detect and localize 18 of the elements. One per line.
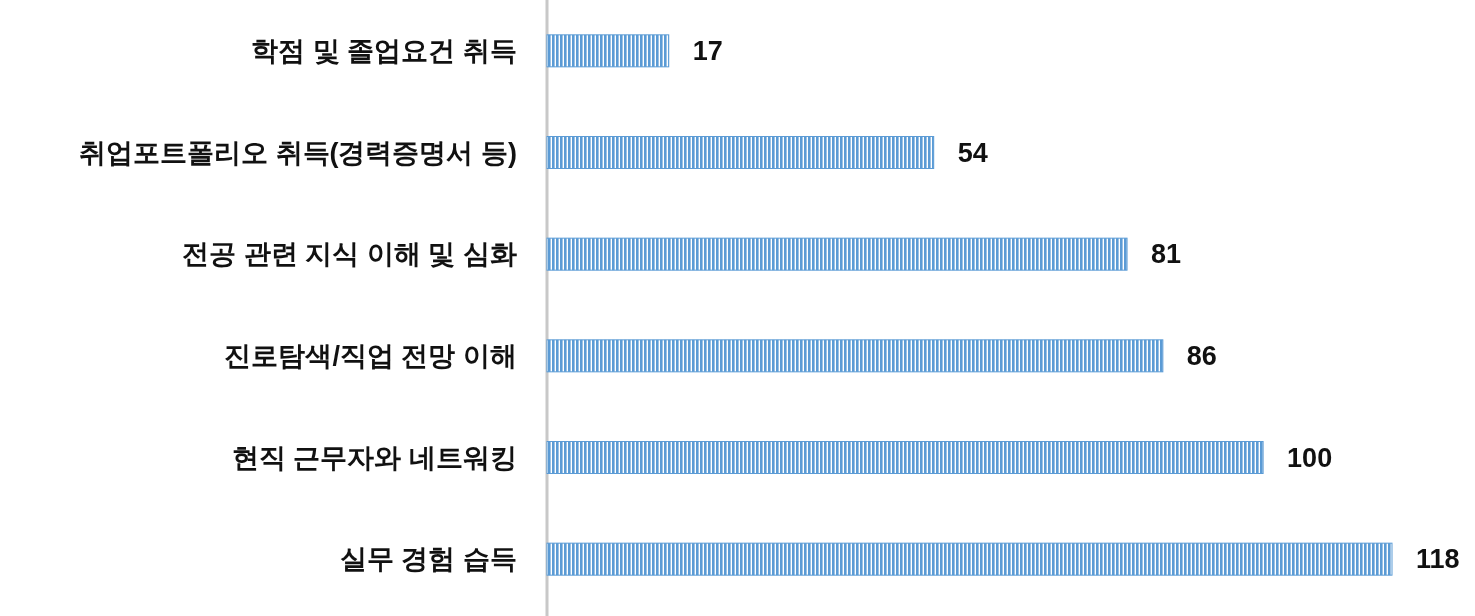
bar bbox=[546, 441, 1264, 474]
bar bbox=[546, 339, 1164, 373]
bar bbox=[546, 542, 1393, 576]
y-tick-label: 취업포트폴리오 취득(경력증명서 등) bbox=[79, 137, 517, 168]
bar bbox=[546, 237, 1128, 271]
data-label: 17 bbox=[692, 35, 723, 66]
bar bbox=[546, 34, 670, 68]
y-tick-label: 실무 경험 습득 bbox=[339, 544, 517, 575]
data-label: 54 bbox=[957, 137, 988, 168]
y-tick-label: 진로탐색/직업 전망 이해 bbox=[224, 340, 517, 371]
data-label: 81 bbox=[1151, 239, 1182, 270]
y-tick-label: 전공 관련 지식 이해 및 심화 bbox=[182, 239, 517, 270]
data-label: 100 bbox=[1287, 442, 1333, 473]
data-label: 118 bbox=[1416, 544, 1460, 575]
bar bbox=[546, 136, 935, 169]
data-label: 86 bbox=[1186, 340, 1217, 371]
y-tick-label: 학점 및 졸업요건 취득 bbox=[251, 35, 517, 66]
y-tick-label: 현직 근무자와 네트워킹 bbox=[231, 442, 517, 473]
